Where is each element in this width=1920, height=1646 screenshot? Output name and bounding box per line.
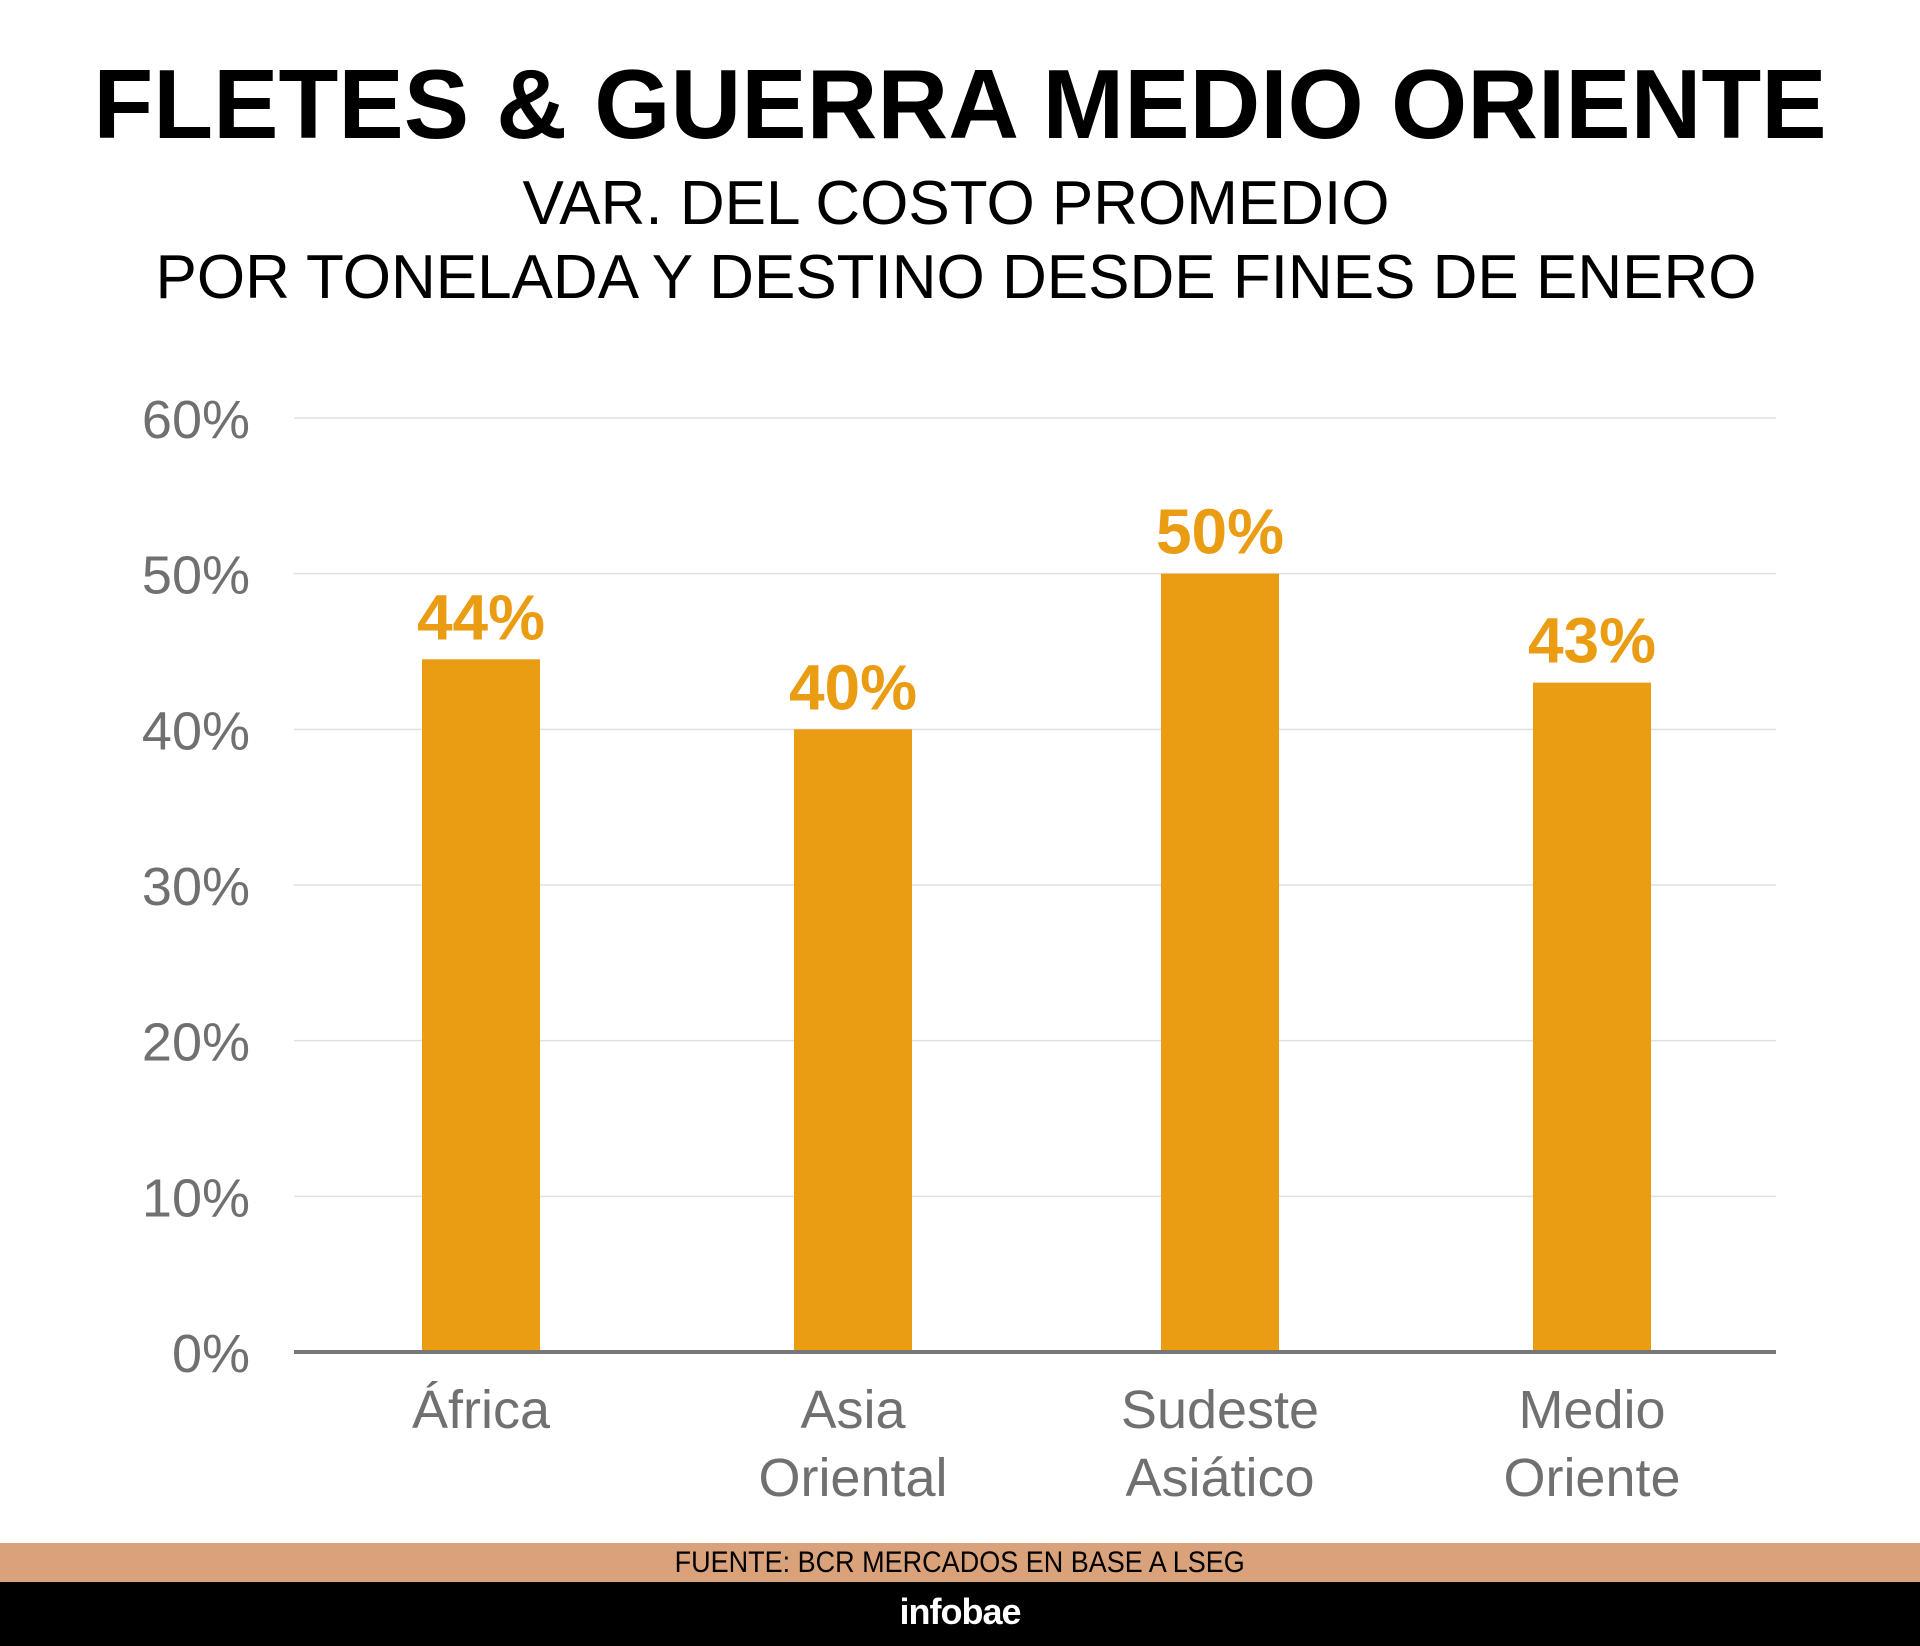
chart-title: FLETES & GUERRA MEDIO ORIENTE xyxy=(93,49,1827,159)
x-tick-label: Medio xyxy=(1518,1380,1665,1440)
data-label: 44% xyxy=(417,581,545,653)
chart-subtitle-line-1: VAR. DEL COSTO PROMEDIO xyxy=(522,169,1390,238)
source-band: FUENTE: BCR MERCADOS EN BASE A LSEG xyxy=(0,1543,1920,1582)
x-tick-label: Asiático xyxy=(1125,1448,1314,1508)
y-tick-label: 0% xyxy=(172,1324,250,1384)
brand-band: infobae xyxy=(0,1582,1920,1646)
data-label: 43% xyxy=(1528,605,1656,677)
y-tick-label: 40% xyxy=(142,701,250,761)
y-tick-label: 20% xyxy=(142,1013,250,1073)
source-text: FUENTE: BCR MERCADOS EN BASE A LSEG xyxy=(674,1546,1246,1579)
x-tick-label: Asia xyxy=(800,1380,906,1440)
data-label: 40% xyxy=(789,651,917,723)
x-tick-label: Oriental xyxy=(758,1448,947,1508)
bar-chart: 0% 10% 20% 30% 40% 50% 60% 44% África 40% Asia Orie… xyxy=(142,390,1776,1508)
y-tick-label: 50% xyxy=(142,546,250,606)
x-tick-label: Sudeste xyxy=(1121,1380,1319,1440)
bar xyxy=(1161,573,1279,1352)
x-tick-label: Oriente xyxy=(1503,1448,1680,1508)
y-tick-label: 60% xyxy=(142,390,250,450)
bar xyxy=(1533,682,1651,1352)
chart-subtitle-line-2: POR TONELADA Y DESTINO DESDE FINES DE EN… xyxy=(155,243,1757,312)
bar xyxy=(422,659,540,1352)
y-tick-label: 30% xyxy=(142,857,250,917)
x-tick-label: África xyxy=(412,1380,551,1440)
bar xyxy=(794,729,912,1352)
y-tick-label: 10% xyxy=(142,1168,250,1228)
brand-logo: infobae xyxy=(899,1591,1021,1632)
data-label: 50% xyxy=(1156,496,1284,568)
